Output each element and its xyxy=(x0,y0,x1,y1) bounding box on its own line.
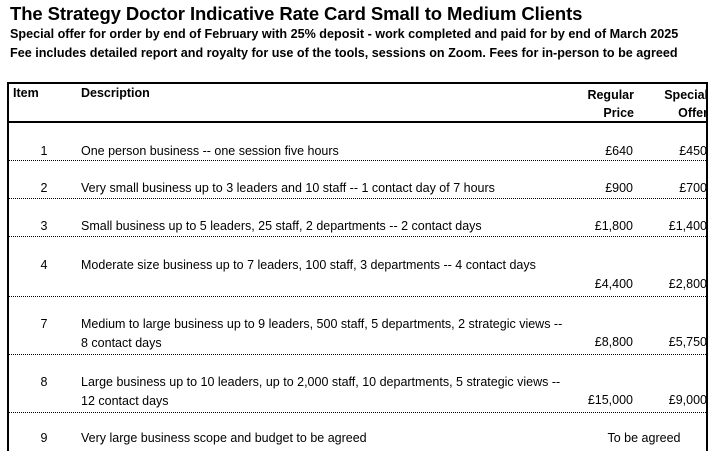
table-row: 1 One person business -- one session fiv… xyxy=(9,123,708,161)
row-regular-price: £900 xyxy=(605,181,633,195)
row-special-offer: £450 xyxy=(679,144,707,158)
row-description: Medium to large business up to 9 leaders… xyxy=(81,317,563,350)
offer-line: Special offer for order by end of Februa… xyxy=(10,27,679,41)
row-special-offer: £2,800 xyxy=(668,277,707,291)
row-description: Small business up to 5 leaders, 25 staff… xyxy=(81,219,482,233)
column-header-regular-price: Regular Price xyxy=(586,86,634,122)
row-regular-price: £1,800 xyxy=(594,219,633,233)
row-price-note: To be agreed xyxy=(607,431,681,445)
table-row: 3 Small business up to 5 leaders, 25 sta… xyxy=(9,198,708,237)
row-special-offer: £9,000 xyxy=(668,393,707,407)
table-row: 4 Moderate size business up to 7 leaders… xyxy=(9,236,708,297)
row-description: Moderate size business up to 7 leaders, … xyxy=(81,258,536,272)
row-regular-price: £4,400 xyxy=(594,277,633,291)
row-special-offer: £1,400 xyxy=(668,219,707,233)
table-row: 9 Very large business scope and budget t… xyxy=(9,412,708,453)
row-regular-price: £8,800 xyxy=(594,335,633,349)
table-row: 2 Very small business up to 3 leaders an… xyxy=(9,160,708,199)
row-item-number: 8 xyxy=(40,375,48,389)
row-regular-price: £640 xyxy=(605,144,633,158)
row-special-offer: £5,750 xyxy=(668,335,707,349)
header-divider xyxy=(9,121,708,123)
column-header-special-line2: Offer xyxy=(678,106,708,120)
column-header-special-offer: Special Offer xyxy=(654,86,708,122)
page-title: The Strategy Doctor Indicative Rate Card… xyxy=(10,3,583,24)
row-item-number: 2 xyxy=(40,181,48,195)
row-description: Very small business up to 3 leaders and … xyxy=(81,181,495,195)
column-header-description: Description xyxy=(81,86,150,100)
row-description: Very large business scope and budget to … xyxy=(81,431,367,445)
row-regular-price: £15,000 xyxy=(587,393,633,407)
row-description: Large business up to 10 leaders, up to 2… xyxy=(81,375,561,408)
table-row: 7 Medium to large business up to 9 leade… xyxy=(9,296,708,355)
column-header-item: Item xyxy=(13,86,39,100)
row-item-number: 7 xyxy=(40,317,48,331)
rate-table-frame xyxy=(7,82,708,451)
column-header-special-line1: Special xyxy=(664,88,708,102)
row-item-number: 3 xyxy=(40,219,48,233)
row-description: One person business -- one session five … xyxy=(81,144,339,158)
row-item-number: 4 xyxy=(40,258,48,272)
row-item-number: 9 xyxy=(40,431,48,445)
row-item-number: 1 xyxy=(40,144,48,158)
fee-note-line: Fee includes detailed report and royalty… xyxy=(10,46,678,60)
column-header-regular-line2: Price xyxy=(603,106,634,120)
table-row: 8 Large business up to 10 leaders, up to… xyxy=(9,354,708,413)
row-special-offer: £700 xyxy=(679,181,707,195)
column-header-regular-line1: Regular xyxy=(587,88,634,102)
